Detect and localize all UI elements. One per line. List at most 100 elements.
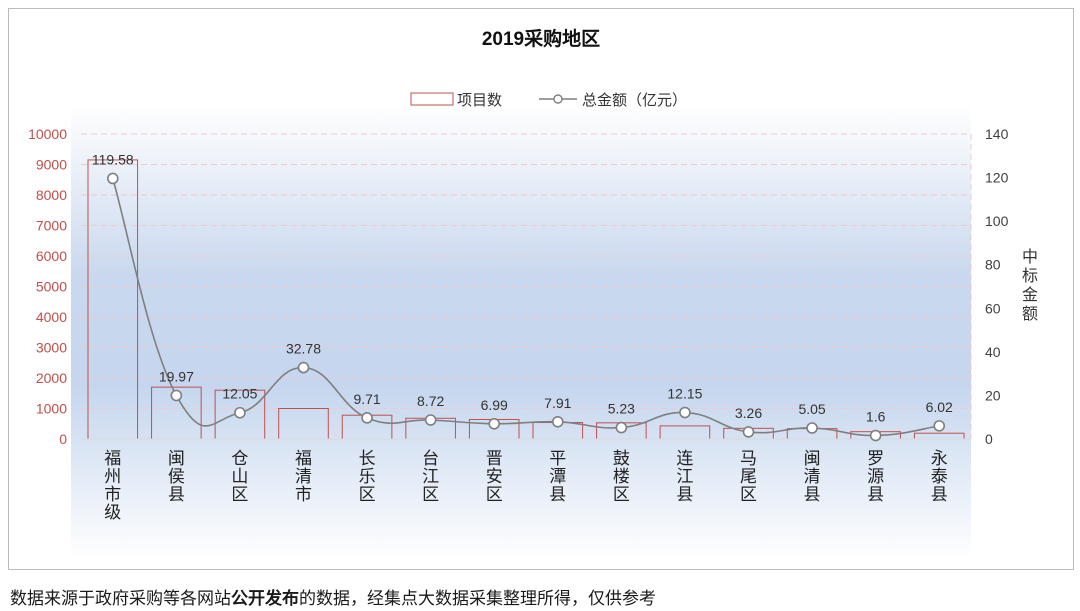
left-tick-label: 2000 xyxy=(36,370,67,386)
category-label-char: 闽 xyxy=(804,449,821,468)
legend-bar-label: 项目数 xyxy=(457,92,502,109)
line-point xyxy=(615,421,628,434)
left-tick-label: 4000 xyxy=(36,309,67,325)
category-label-char: 县 xyxy=(549,485,566,504)
category-label-char: 级 xyxy=(104,503,121,522)
data-label: 19.97 xyxy=(159,368,194,384)
line-point xyxy=(106,172,119,185)
category-label-char: 县 xyxy=(804,485,821,504)
line-point xyxy=(170,389,183,402)
legend-line-label: 总金额（亿元） xyxy=(582,92,687,109)
source-note-bold: 公开发布 xyxy=(231,589,299,609)
category-label-char: 源 xyxy=(867,467,884,486)
right-axis-label-char: 标 xyxy=(1022,267,1038,285)
category-label-char: 区 xyxy=(422,485,439,504)
line-point xyxy=(361,412,373,424)
category-label-char: 县 xyxy=(168,485,185,504)
data-label: 5.23 xyxy=(608,401,635,417)
category-label-char: 平 xyxy=(549,449,566,468)
source-note: 数据来源于政府采购等各网站公开发布的数据，经集点大数据采集整理所得，仅供参考 xyxy=(10,584,656,609)
category-label-char: 区 xyxy=(231,485,248,504)
category-label-char: 区 xyxy=(613,485,630,504)
category-label-char: 山 xyxy=(231,467,248,486)
line-point xyxy=(551,415,564,428)
category-label-char: 区 xyxy=(740,485,757,504)
legend: 项目数 总金额（亿元） xyxy=(410,92,687,109)
line-point xyxy=(297,361,310,374)
left-tick-label: 1000 xyxy=(36,401,67,417)
line-point xyxy=(806,422,818,434)
right-tick-label: 40 xyxy=(985,344,1001,360)
category-label-char: 区 xyxy=(359,485,376,504)
category-label-char: 福 xyxy=(104,449,121,468)
category-label-char: 潭 xyxy=(549,467,566,486)
source-note-start: 数据来源于政府采购等各网站 xyxy=(10,589,231,609)
category-label-char: 晋 xyxy=(486,449,503,468)
data-label: 8.72 xyxy=(417,393,444,409)
left-tick-label: 6000 xyxy=(36,248,67,264)
grid xyxy=(81,133,972,439)
category-label-char: 市 xyxy=(295,485,312,504)
right-tick-label: 140 xyxy=(985,126,1009,142)
right-tick-label: 60 xyxy=(985,300,1001,316)
data-label: 12.05 xyxy=(222,386,257,402)
category-label-char: 楼 xyxy=(613,467,630,486)
category-label-char: 鼓 xyxy=(613,449,630,468)
category-label-char: 安 xyxy=(486,467,503,486)
data-label: 3.26 xyxy=(735,405,762,421)
right-tick-label: 120 xyxy=(985,170,1009,186)
right-tick-label: 100 xyxy=(985,213,1009,229)
category-label-char: 马 xyxy=(740,449,757,468)
data-labels: 119.58 19.97 12.05 32.78 9.71 8.72 6.99 7.91 5.2… xyxy=(92,151,953,424)
category-label-char: 闽 xyxy=(168,449,185,468)
line xyxy=(106,172,946,442)
line-point xyxy=(424,414,437,426)
data-label: 9.71 xyxy=(353,391,380,407)
data-label: 6.02 xyxy=(926,399,953,415)
category-label-char: 区 xyxy=(486,485,503,504)
data-label: 119.58 xyxy=(92,151,134,167)
category-label-char: 清 xyxy=(295,467,312,486)
line-point xyxy=(869,429,882,442)
left-tick-label: 0 xyxy=(59,431,67,447)
left-tick-label: 5000 xyxy=(36,279,67,295)
left-axis: 0 1000 2000 3000 4000 5000 6000 7000 8000 9000 100… xyxy=(28,126,67,447)
category-label-char: 仓 xyxy=(231,449,248,468)
category-label-char: 连 xyxy=(676,449,693,468)
chart-svg: 2019采购地区 项目数 总金额（亿元） 01000200030004000500… xyxy=(28,27,1038,559)
left-tick-label: 7000 xyxy=(36,218,67,234)
right-axis-label-char: 中 xyxy=(1022,248,1038,266)
data-label: 32.78 xyxy=(286,341,321,357)
data-label: 6.99 xyxy=(481,397,508,413)
category-label-char: 侯 xyxy=(168,467,185,486)
left-tick-label: 10000 xyxy=(28,126,67,142)
legend-bar-swatch xyxy=(410,92,454,106)
line-point xyxy=(933,420,946,432)
left-tick-label: 3000 xyxy=(36,340,67,356)
source-note-end: 的数据，经集点大数据采集整理所得，仅供参考 xyxy=(299,589,656,609)
chart-frame: 2019采购地区 项目数 总金额（亿元） 0 1000 2000 3000 4000 500… xyxy=(8,8,1074,570)
right-axis-label-char: 额 xyxy=(1022,305,1038,323)
category-label-char: 泰 xyxy=(931,467,948,486)
category-label-char: 罗 xyxy=(867,449,884,468)
data-label: 1.6 xyxy=(866,409,886,425)
line-point xyxy=(234,406,246,419)
data-label: 12.15 xyxy=(667,386,702,402)
data-label: 5.05 xyxy=(798,401,825,417)
category-label-char: 县 xyxy=(676,485,693,504)
right-axis-label-char: 金 xyxy=(1022,286,1038,304)
data-label: 7.91 xyxy=(544,395,571,411)
category-label-char: 县 xyxy=(867,485,884,504)
right-tick-label: 20 xyxy=(985,387,1001,403)
category-label-char: 江 xyxy=(676,467,693,486)
category-label-char: 福 xyxy=(295,449,312,468)
category-label-char: 市 xyxy=(104,485,121,504)
category-label-char: 尾 xyxy=(740,467,757,486)
line-point xyxy=(742,426,755,438)
line-point xyxy=(679,406,691,419)
category-label-char: 台 xyxy=(422,449,439,468)
category-label-char: 县 xyxy=(931,485,948,504)
category-label-char: 乐 xyxy=(359,467,376,486)
right-tick-label: 80 xyxy=(985,257,1001,273)
category-label-char: 清 xyxy=(804,467,821,486)
